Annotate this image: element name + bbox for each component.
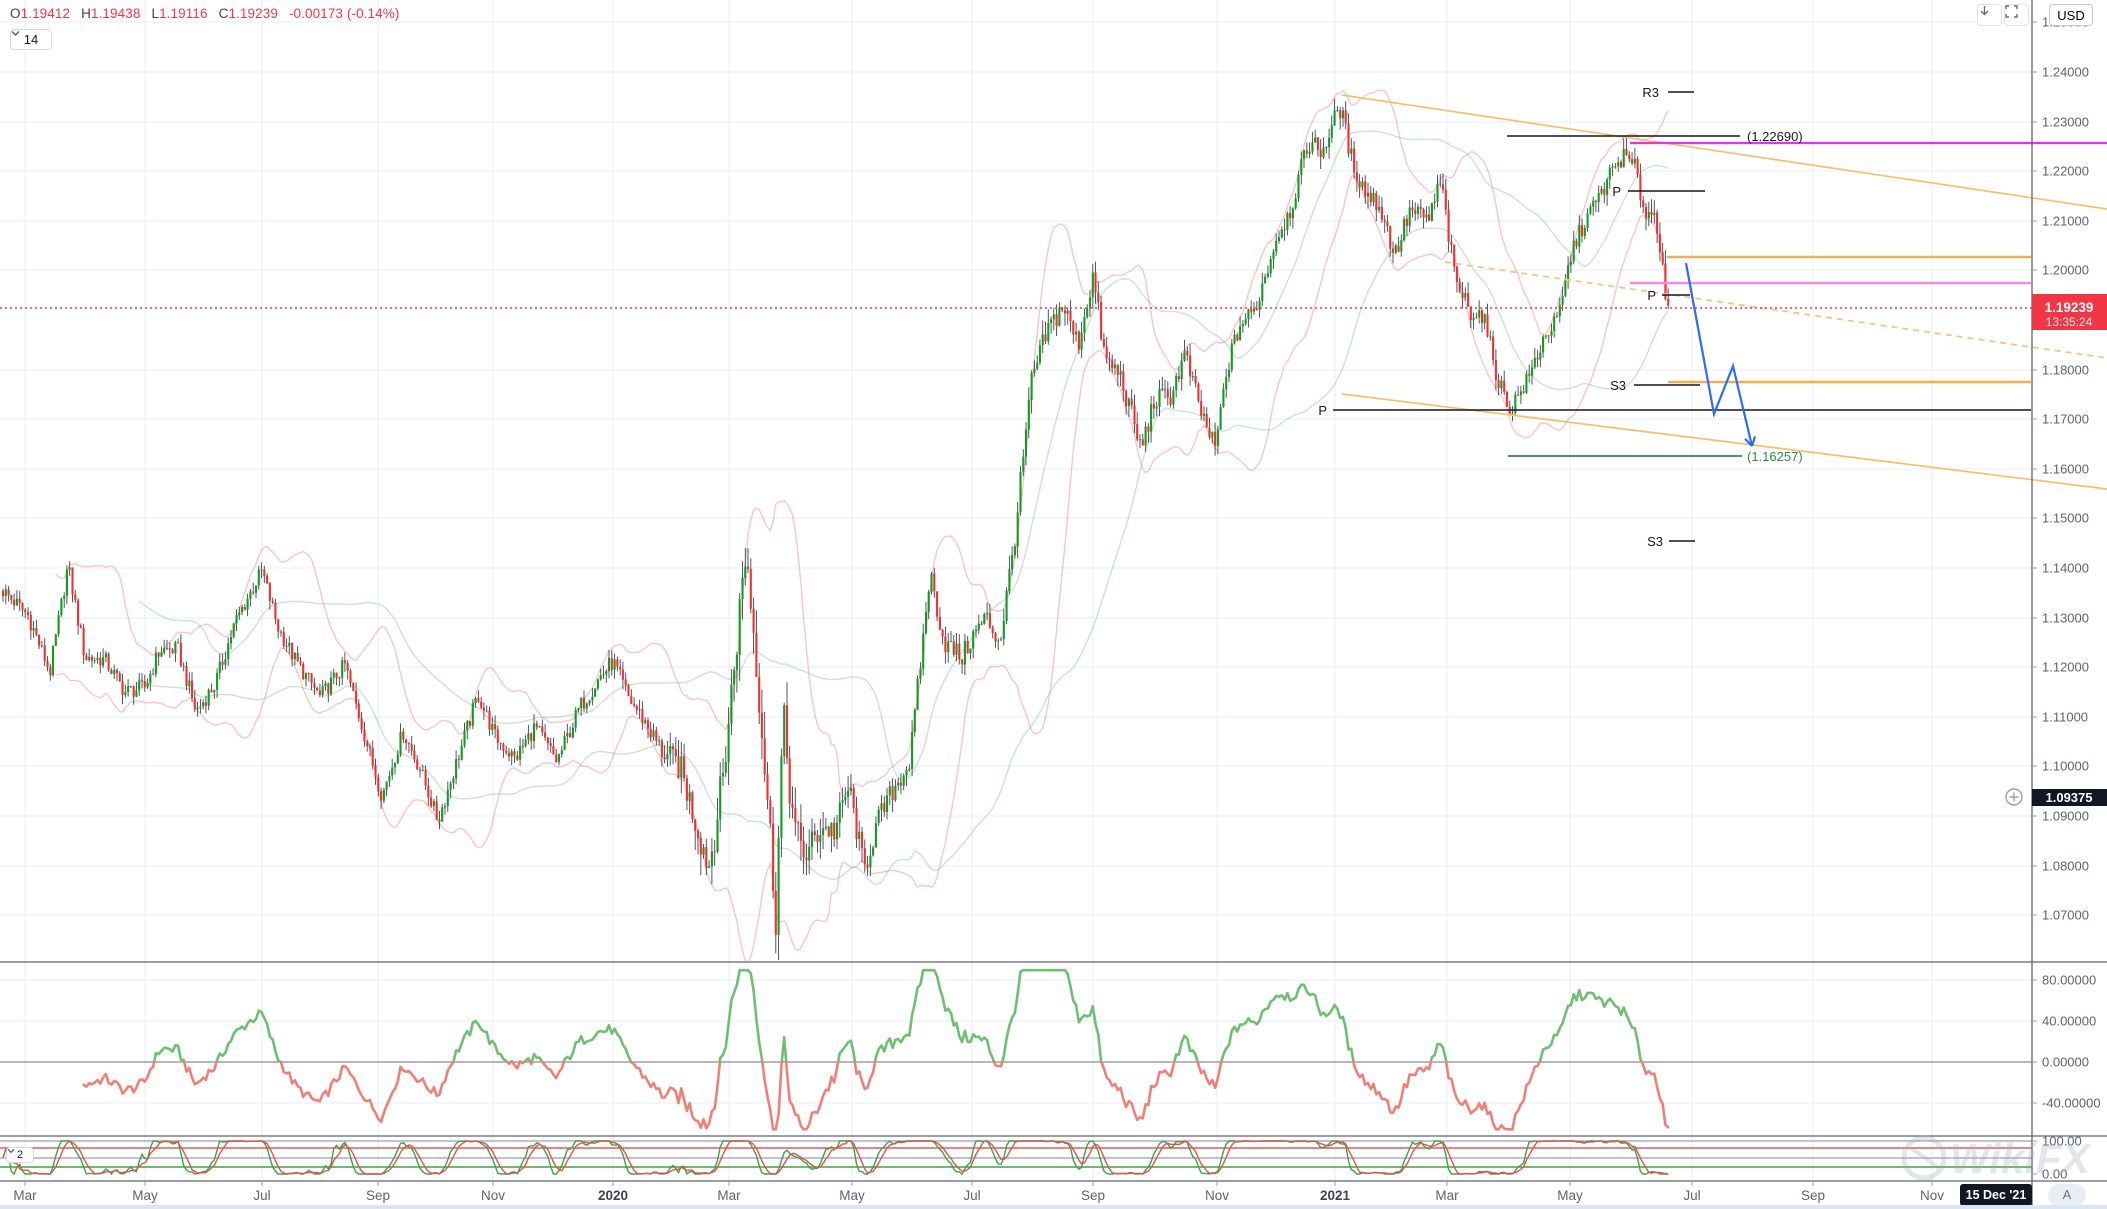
fullscreen-icon	[2005, 5, 2018, 18]
svg-text:R3: R3	[1642, 85, 1659, 100]
svg-text:(1.16257): (1.16257)	[1747, 449, 1803, 464]
svg-text:Nov: Nov	[481, 1188, 505, 1203]
bottom-edge-strip	[0, 1205, 2107, 1209]
svg-text:2021: 2021	[1320, 1188, 1351, 1203]
svg-text:1.21000: 1.21000	[2042, 214, 2089, 229]
svg-text:Jul: Jul	[1683, 1188, 1700, 1203]
svg-text:1.10000: 1.10000	[2042, 759, 2089, 774]
high-label: H	[81, 6, 91, 21]
svg-text:Mar: Mar	[1435, 1188, 1459, 1203]
download-arrow-icon	[1980, 6, 1989, 16]
svg-text:P: P	[1612, 184, 1621, 199]
svg-text:1.07000: 1.07000	[2042, 908, 2089, 923]
timezone-auto-button[interactable]: A	[2048, 1184, 2086, 1206]
svg-text:(1.22690): (1.22690)	[1747, 129, 1803, 144]
watermark-text: WikiFX	[1950, 1135, 2093, 1182]
svg-text:1.16000: 1.16000	[2042, 462, 2089, 477]
open-value: 1.19412	[20, 6, 71, 21]
oscillator-pane-2-series	[2, 1139, 1669, 1176]
svg-text:Jul: Jul	[253, 1188, 270, 1203]
current-price-value: 1.19239	[2045, 300, 2094, 315]
main-indicator-period: 14	[23, 32, 39, 47]
svg-text:80.00000: 80.00000	[2042, 973, 2096, 988]
svg-text:100.00: 100.00	[2042, 1134, 2082, 1149]
svg-text:P: P	[1647, 288, 1656, 303]
svg-text:1.11000: 1.11000	[2042, 710, 2088, 725]
close-value: 1.19239	[228, 6, 278, 21]
svg-text:May: May	[1557, 1188, 1583, 1203]
alert-level-value: 1.09375	[2046, 790, 2093, 805]
low-label: L	[151, 6, 160, 21]
gridlines	[0, 0, 2032, 1181]
svg-text:1.24000: 1.24000	[2042, 65, 2089, 80]
svg-text:1.14000: 1.14000	[2042, 561, 2089, 576]
main-indicator-collapse-button[interactable]: 14	[10, 29, 52, 50]
auto-button-label: A	[2063, 1187, 2072, 1202]
svg-text:Nov: Nov	[1920, 1188, 1944, 1203]
ohlc-legend: O 1.19412 H 1.19438 L 1.19116 C 1.19239 -0.0…	[10, 6, 410, 21]
svg-text:Nov: Nov	[1205, 1188, 1229, 1203]
svg-text:1.09000: 1.09000	[2042, 809, 2089, 824]
svg-text:S3: S3	[1647, 534, 1663, 549]
fullscreen-button[interactable]	[2004, 4, 2029, 26]
svg-text:Jul: Jul	[963, 1188, 980, 1203]
change-value: -0.00173 (-0.14%)	[288, 6, 400, 21]
svg-text:1.17000: 1.17000	[2042, 412, 2089, 427]
svg-text:1.23000: 1.23000	[2042, 115, 2089, 130]
drawing-overlays[interactable]: R3 P P S3 P S3 (1.22690) (1.16257)	[0, 85, 2107, 549]
svg-text:1.18000: 1.18000	[2042, 363, 2089, 378]
oscillator-pane-1-series	[82, 968, 1670, 1131]
svg-text:Sep: Sep	[1081, 1188, 1105, 1203]
current-price-badge: 1.19239 13:35:24	[2032, 294, 2107, 330]
svg-text:May: May	[132, 1188, 158, 1203]
svg-text:May: May	[839, 1188, 865, 1203]
svg-text:Mar: Mar	[717, 1188, 741, 1203]
date-badge-text: 15 Dec '21	[1966, 1188, 2027, 1202]
chevron-down-icon	[11, 30, 20, 37]
candlestick-series	[1, 98, 1670, 960]
svg-text:1.20000: 1.20000	[2042, 263, 2089, 278]
svg-text:1.22000: 1.22000	[2042, 164, 2089, 179]
svg-text:S3: S3	[1610, 378, 1626, 393]
svg-text:0.00000: 0.00000	[2042, 1055, 2089, 1070]
svg-text:1.08000: 1.08000	[2042, 859, 2089, 874]
open-label: O	[10, 6, 21, 21]
svg-text:1.13000: 1.13000	[2042, 611, 2089, 626]
pane2-indicator-collapse-button[interactable]: 2	[6, 1147, 34, 1163]
svg-text:Sep: Sep	[366, 1188, 390, 1203]
svg-text:2020: 2020	[598, 1188, 628, 1203]
bar-countdown: 13:35:24	[2046, 315, 2093, 329]
svg-text:Mar: Mar	[13, 1188, 37, 1203]
currency-unit-button[interactable]: USD	[2049, 4, 2093, 26]
low-value: 1.19116	[159, 6, 208, 21]
svg-text:40.00000: 40.00000	[2042, 1014, 2096, 1029]
high-value: 1.19438	[90, 6, 141, 21]
svg-text:Sep: Sep	[1801, 1188, 1825, 1203]
svg-text:1.15000: 1.15000	[2042, 511, 2089, 526]
date-badge[interactable]: 15 Dec '21	[1960, 1184, 2032, 1206]
svg-text:P: P	[1318, 403, 1327, 418]
download-button[interactable]	[1977, 4, 2002, 26]
pane2-indicator-count: 2	[16, 1149, 24, 1161]
alert-level-badge[interactable]: 1.09375	[2005, 788, 2107, 806]
svg-text:0.00: 0.00	[2042, 1167, 2067, 1182]
svg-text:-40.00000: -40.00000	[2042, 1096, 2101, 1111]
svg-text:1.12000: 1.12000	[2042, 660, 2089, 675]
chevron-down-icon	[7, 1148, 15, 1154]
currency-unit-label: USD	[2057, 7, 2085, 23]
watermark: WikiFX	[1901, 1135, 2093, 1182]
close-label: C	[218, 6, 229, 21]
